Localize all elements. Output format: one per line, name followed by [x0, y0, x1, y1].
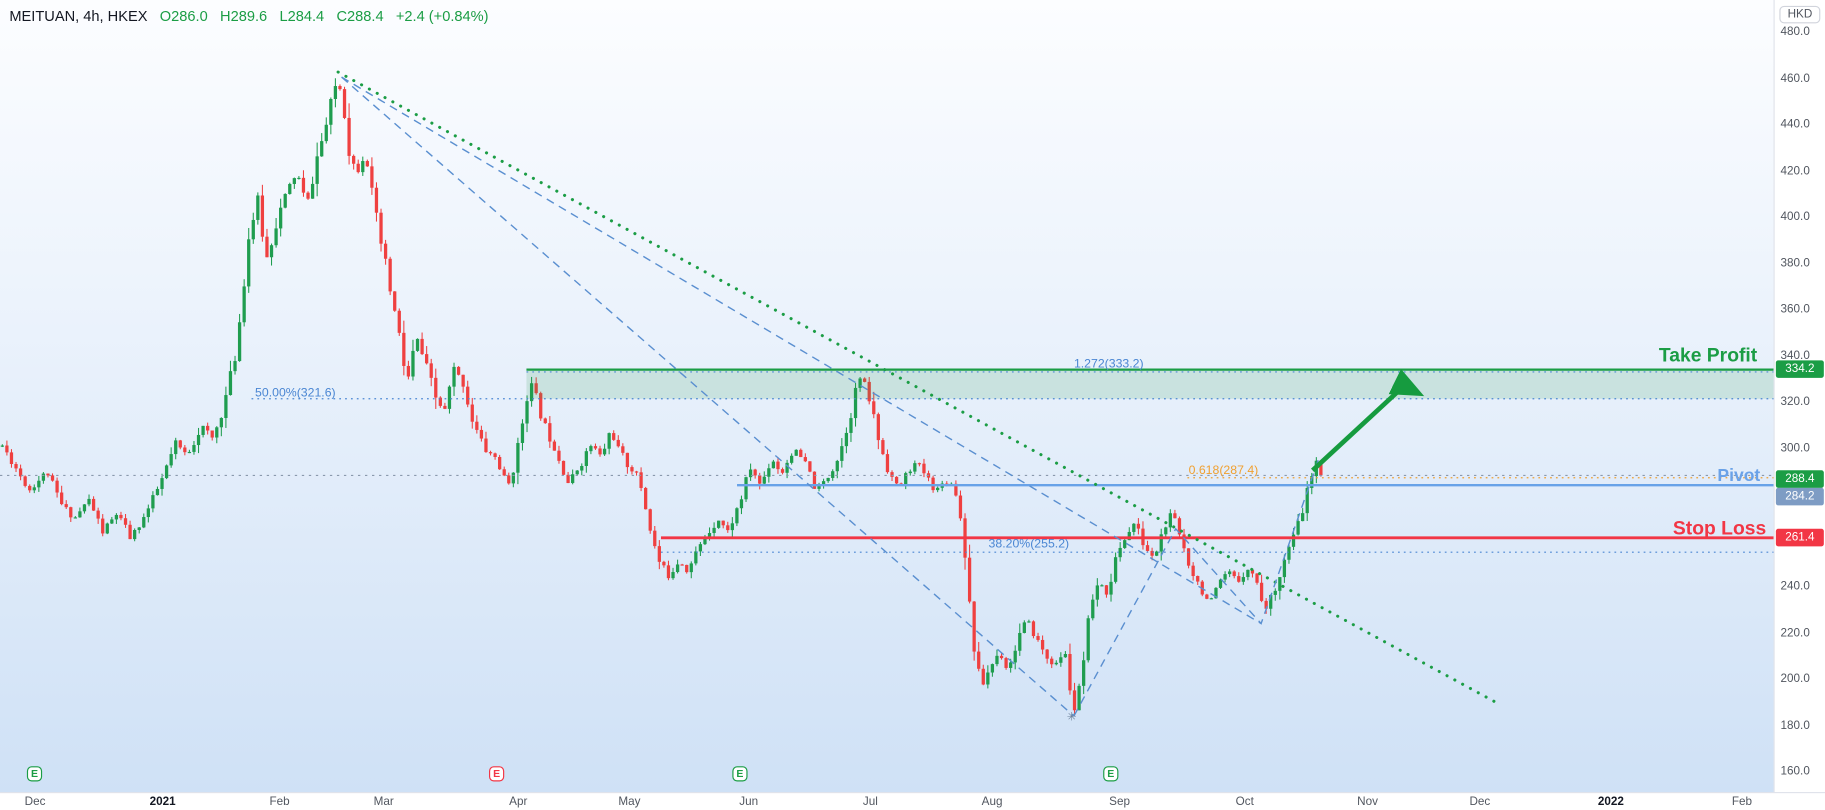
time-axis-label: Apr: [509, 795, 528, 809]
time-axis-label: Feb: [1731, 795, 1753, 809]
price-axis-label: 200.0: [1780, 672, 1810, 686]
time-axis-label: Sep: [1109, 795, 1130, 809]
price-axis-label: 360.0: [1780, 302, 1810, 316]
price-axis-label: 320.0: [1780, 395, 1810, 409]
pattern-point-marker[interactable]: ✳: [1066, 711, 1077, 725]
ohlc-low: L284.4: [279, 8, 325, 25]
time-axis-label: Dec: [24, 795, 46, 809]
time-axis-label: Nov: [1357, 795, 1378, 809]
take-profit-price-tag: 334.2: [1775, 360, 1824, 379]
time-axis-label: Dec: [1469, 795, 1491, 809]
take-profit-label[interactable]: Take Profit: [1658, 345, 1758, 367]
earnings-icon[interactable]: E: [1103, 766, 1119, 782]
drawing-labels-layer: 50.00%(321.6) 1.272(333.2) 38.20%(255.2) 0.…: [26, 345, 1767, 782]
fib-level-label[interactable]: 38.20%(255.2): [988, 536, 1070, 552]
currency-badge[interactable]: HKD: [1779, 5, 1821, 24]
pivot-label[interactable]: Pivot: [1717, 465, 1761, 486]
time-axis-label: 2021: [149, 795, 176, 809]
price-axis-label: 480.0: [1780, 25, 1810, 39]
symbol-title[interactable]: MEITUAN, 4h, HKEX: [9, 8, 148, 25]
price-axis-label: 440.0: [1780, 118, 1810, 132]
price-axis-label: 220.0: [1780, 626, 1810, 640]
earnings-icon[interactable]: E: [732, 766, 748, 782]
fib-level-label[interactable]: 1.272(333.2): [1073, 356, 1144, 371]
time-axis-label: Jul: [862, 795, 878, 809]
take-profit-zone[interactable]: [526, 369, 1774, 399]
price-axis-label: 300.0: [1780, 441, 1810, 455]
price-axis-label: 240.0: [1780, 580, 1810, 594]
price-axis-label: 380.0: [1780, 256, 1810, 270]
earnings-icon[interactable]: E: [489, 766, 505, 782]
price-axis[interactable]: HKD 288.4 284.2 261.4 334.2 480.0 460.0 440.0 4…: [1773, 0, 1825, 793]
candlestick-chart[interactable]: [0, 0, 1774, 792]
pattern-dashed-line[interactable]: [1073, 456, 1321, 717]
stop-loss-label[interactable]: Stop Loss: [1672, 518, 1767, 540]
price-axis-label: 160.0: [1780, 765, 1810, 778]
price-axis-label: 420.0: [1780, 164, 1810, 178]
time-axis-label: May: [618, 795, 641, 809]
price-axis-label: 340.0: [1780, 349, 1810, 363]
time-axis-label: Oct: [1235, 795, 1254, 809]
time-axis-label: Feb: [269, 795, 290, 809]
pattern-dashed-line[interactable]: [341, 76, 1262, 625]
time-axis-label: Aug: [981, 795, 1003, 809]
price-axis-label: 180.0: [1780, 718, 1810, 732]
time-axis-label: Jun: [739, 795, 759, 809]
ohlc-close: C288.4: [336, 8, 384, 25]
price-change: +2.4 (+0.84%): [395, 8, 489, 25]
pattern-dashed-line[interactable]: [341, 76, 1075, 717]
stop-loss-price-tag: 261.4: [1775, 529, 1824, 547]
pivot-price-tag: 284.2: [1775, 488, 1824, 506]
earnings-icon[interactable]: E: [26, 766, 43, 782]
projection-arrow[interactable]: [1311, 368, 1425, 473]
price-axis-label: 400.0: [1780, 210, 1810, 224]
chart-plot-area[interactable]: 50.00%(321.6) 1.272(333.2) 38.20%(255.2) 0.…: [0, 0, 1774, 793]
price-axis-label: 460.0: [1780, 71, 1810, 85]
current-price-price-tag: 288.4: [1775, 470, 1824, 488]
time-axis[interactable]: Dec 2021 Feb Mar Apr May Jun Jul Aug Sep Oct Nov Dec…: [0, 792, 1825, 810]
time-axis-label: Mar: [373, 795, 394, 809]
candles: [0, 78, 1323, 717]
fib-level-label[interactable]: 0.618(287.4): [1188, 463, 1259, 478]
fib-level-label[interactable]: 50.00%(321.6): [255, 386, 336, 401]
time-axis-label: 2022: [1597, 795, 1624, 809]
descending-trendline-dotted[interactable]: [336, 70, 1497, 704]
symbol-legend[interactable]: MEITUAN, 4h, HKEX O286.0 H289.6 L284.4 C…: [9, 8, 488, 24]
ohlc-open: O286.0: [159, 8, 208, 25]
ohlc-high: H289.6: [220, 8, 268, 25]
